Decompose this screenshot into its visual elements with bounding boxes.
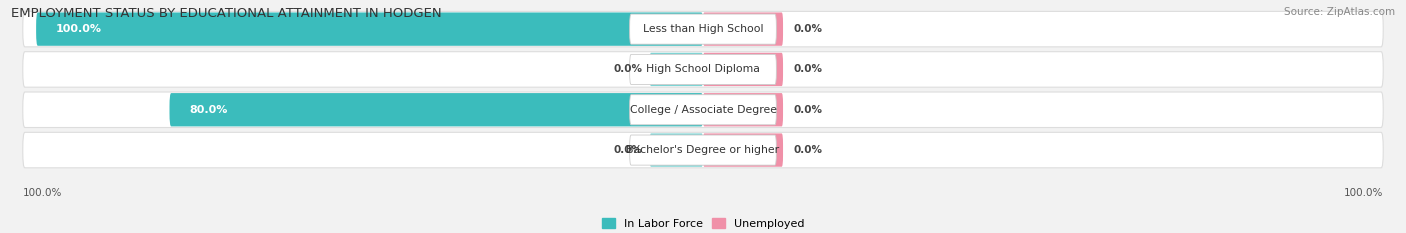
Text: Less than High School: Less than High School: [643, 24, 763, 34]
Text: 100.0%: 100.0%: [56, 24, 103, 34]
Text: High School Diploma: High School Diploma: [647, 65, 759, 74]
FancyBboxPatch shape: [703, 53, 783, 86]
Text: 0.0%: 0.0%: [793, 105, 823, 115]
FancyBboxPatch shape: [37, 12, 703, 46]
Text: 0.0%: 0.0%: [793, 145, 823, 155]
Text: 0.0%: 0.0%: [614, 145, 643, 155]
Text: 80.0%: 80.0%: [190, 105, 228, 115]
FancyBboxPatch shape: [703, 134, 783, 167]
Text: Source: ZipAtlas.com: Source: ZipAtlas.com: [1284, 7, 1395, 17]
FancyBboxPatch shape: [650, 53, 703, 86]
FancyBboxPatch shape: [22, 92, 1384, 127]
Text: 100.0%: 100.0%: [1344, 188, 1384, 198]
FancyBboxPatch shape: [22, 132, 1384, 168]
Text: College / Associate Degree: College / Associate Degree: [630, 105, 776, 115]
FancyBboxPatch shape: [650, 134, 703, 167]
FancyBboxPatch shape: [630, 135, 776, 165]
Text: 0.0%: 0.0%: [793, 24, 823, 34]
Text: 100.0%: 100.0%: [22, 188, 62, 198]
FancyBboxPatch shape: [22, 11, 1384, 47]
Text: 0.0%: 0.0%: [793, 65, 823, 74]
Text: Bachelor's Degree or higher: Bachelor's Degree or higher: [627, 145, 779, 155]
Text: EMPLOYMENT STATUS BY EDUCATIONAL ATTAINMENT IN HODGEN: EMPLOYMENT STATUS BY EDUCATIONAL ATTAINM…: [11, 7, 441, 20]
FancyBboxPatch shape: [703, 12, 783, 46]
FancyBboxPatch shape: [703, 93, 783, 127]
Legend: In Labor Force, Unemployed: In Labor Force, Unemployed: [598, 214, 808, 233]
FancyBboxPatch shape: [630, 95, 776, 125]
FancyBboxPatch shape: [630, 54, 776, 85]
FancyBboxPatch shape: [630, 14, 776, 44]
FancyBboxPatch shape: [22, 52, 1384, 87]
Text: 0.0%: 0.0%: [614, 65, 643, 74]
FancyBboxPatch shape: [170, 93, 703, 127]
